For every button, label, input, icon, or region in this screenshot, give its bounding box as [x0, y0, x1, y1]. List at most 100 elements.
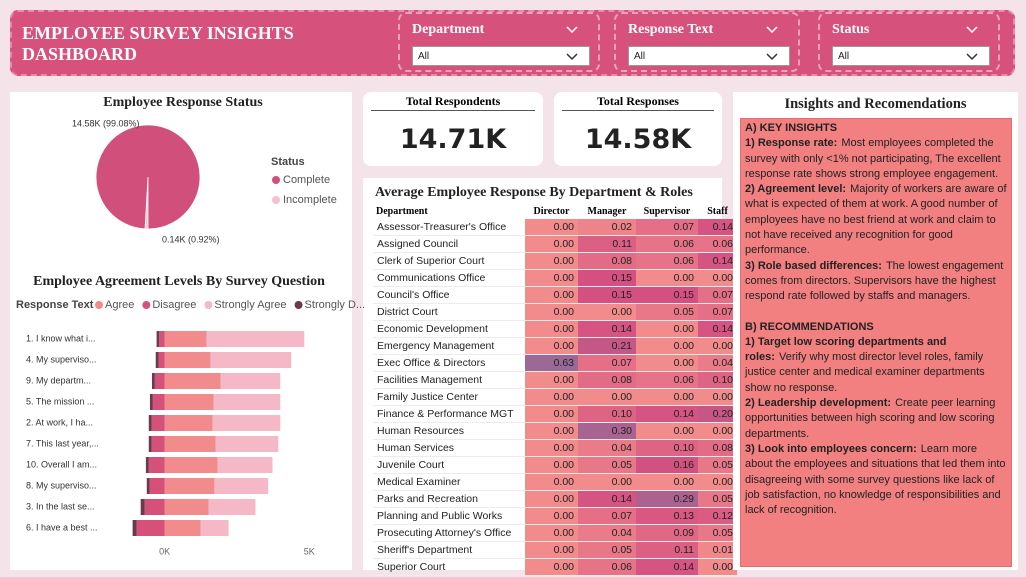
row-label: Economic Development: [373, 320, 525, 338]
row-label: Superior Court: [373, 558, 525, 576]
matrix-cell: 0.10: [698, 371, 737, 389]
bar-segment: [155, 352, 159, 368]
column-header: Department: [376, 205, 428, 217]
bar-segment: [151, 436, 165, 452]
column-header: Supervisor: [643, 205, 691, 217]
matrix-cell: 0.11: [578, 235, 636, 253]
matrix-cell: 0.00: [578, 303, 636, 321]
insight-lead: 1) Response rate:: [745, 137, 838, 150]
filter: Department All: [398, 12, 600, 72]
insight-heading: B) RECOMMENDATIONS: [745, 320, 874, 333]
bar-segment: [217, 457, 273, 473]
x-tick-label: 0K: [159, 546, 170, 556]
legend-swatch: [272, 196, 280, 204]
bar-segment: [164, 457, 218, 473]
insight-paragraph: A) KEY INSIGHTS: [745, 121, 1007, 136]
matrix-cell: 0.00: [698, 388, 737, 406]
card-title: Total Respondents: [405, 94, 501, 108]
matrix-cell: 0.00: [636, 388, 698, 406]
matrix-cell: 0.00: [525, 252, 578, 270]
bar-segment: [148, 415, 152, 431]
matrix-row: Clerk of Superior Court 0.00 0.08 0.06 0.14: [373, 252, 737, 270]
filter-dropdown[interactable]: All: [832, 46, 990, 66]
insight-text: Most employees completed the survey with…: [745, 137, 1001, 180]
matrix-row: Planning and Public Works 0.00 0.07 0.13 0.1…: [373, 507, 737, 525]
matrix-cell: 0.00: [525, 303, 578, 321]
chevron: [566, 53, 578, 61]
matrix-row: Exec Office & Directors 0.63 0.07 0.00 0.04: [373, 354, 737, 372]
bar-segment: [145, 457, 149, 473]
bar-segment: [151, 415, 165, 431]
legend-label: Strongly D...: [305, 299, 366, 311]
filter-dropdown[interactable]: All: [628, 46, 790, 66]
matrix-cell: 0.05: [698, 456, 737, 474]
matrix-row: Economic Development 0.00 0.14 0.00 0.14: [373, 320, 737, 338]
insight-lead: 3) Look into employees concern:: [745, 442, 917, 455]
y-tick-label: 10. Overall I am...: [26, 459, 97, 469]
matrix-cell: 0.00: [525, 269, 578, 287]
matrix-cell: 0.00: [636, 422, 698, 440]
matrix-cell: 0.00: [525, 473, 578, 491]
matrix-row: Emergency Management 0.00 0.21 0.00 0.00: [373, 337, 737, 355]
insight-paragraph: 2) Leadership development: Create peer le…: [745, 396, 1007, 442]
chevron: [566, 26, 578, 34]
bar-segment: [208, 499, 256, 515]
row-label: Assigned Council: [373, 235, 525, 253]
matrix-row: Communications Office 0.00 0.15 0.00 0.00: [373, 269, 737, 287]
card-rule: [371, 110, 535, 111]
row-label: Planning and Public Works: [373, 507, 525, 525]
matrix-cell: 0.00: [636, 269, 698, 287]
matrix-row: Prosecuting Attorney's Office 0.00 0.04 0.0…: [373, 524, 737, 542]
matrix-cell: 0.00: [698, 269, 737, 287]
bar-segment: [164, 394, 214, 410]
bar-segment: [164, 373, 221, 389]
matrix-cell: 0.00: [525, 456, 578, 474]
insight-paragraph: 1) Target low scoring departments and ro…: [745, 335, 1007, 396]
chart-title: Employee Agreement Levels By Survey Ques…: [33, 274, 325, 289]
insight-paragraph: B) RECOMMENDATIONS: [745, 320, 1007, 335]
matrix-cell: 0.00: [525, 507, 578, 525]
bar-segment: [148, 457, 165, 473]
matrix-row: Facilities Management 0.00 0.08 0.06 0.10: [373, 371, 737, 389]
row-label: Communications Office: [373, 269, 525, 287]
card-rule: [562, 110, 714, 111]
matrix-cell: 0.00: [698, 337, 737, 355]
filter-dropdown[interactable]: All: [412, 46, 590, 66]
matrix-cell: 0.00: [578, 388, 636, 406]
bar-segment: [149, 394, 153, 410]
matrix-cell: 0.00: [698, 422, 737, 440]
bar-segment: [164, 352, 211, 368]
insights-panel: Insights and Recomendations A) KEY INSIG…: [733, 92, 1018, 570]
insight-text: Majority of workers are aware of what is…: [745, 183, 1007, 257]
y-tick-label: 3. In the last se...: [26, 501, 95, 511]
matrix: Department Director Manager Supervisor Staff…: [373, 203, 737, 576]
insight-text: Learn more about the employees and situa…: [745, 442, 1006, 517]
bar-segment: [151, 373, 155, 389]
matrix-cell: 0.30: [578, 422, 636, 440]
matrix-cell: 0.08: [698, 439, 737, 457]
bar-segment: [164, 499, 209, 515]
matrix-cell: 0.00: [636, 354, 698, 372]
matrix-cell: 0.00: [636, 320, 698, 338]
matrix-cell: 0.14: [636, 405, 698, 423]
matrix-cell: 0.00: [525, 558, 578, 576]
matrix-cell: 0.00: [525, 388, 578, 406]
y-tick-label: 5. The mission ...: [26, 396, 94, 406]
legend-swatch: [294, 301, 303, 309]
matrix-row: Finance & Performance MGT 0.00 0.10 0.14 0.2…: [373, 405, 737, 423]
data-label: 14.58K (99.08%): [72, 118, 140, 128]
filter-label: Status: [832, 22, 870, 37]
insight-heading: A) KEY INSIGHTS: [745, 122, 838, 134]
matrix-cell: 0.00: [525, 405, 578, 423]
card-value: 14.71K: [399, 124, 507, 155]
matrix-cell: 0.07: [636, 219, 698, 236]
matrix-header: Department Director Manager Supervisor Staff: [373, 203, 737, 219]
bar-segment: [159, 331, 165, 347]
row-label: Exec Office & Directors: [373, 354, 525, 372]
matrix-cell: 0.14: [578, 320, 636, 338]
row-label: Parks and Recreation: [373, 490, 525, 508]
matrix-cell: 0.07: [578, 354, 636, 372]
matrix-cell: 0.13: [636, 507, 698, 525]
matrix-cell: 0.01: [698, 541, 737, 559]
matrix-cell: 0.09: [636, 524, 698, 542]
